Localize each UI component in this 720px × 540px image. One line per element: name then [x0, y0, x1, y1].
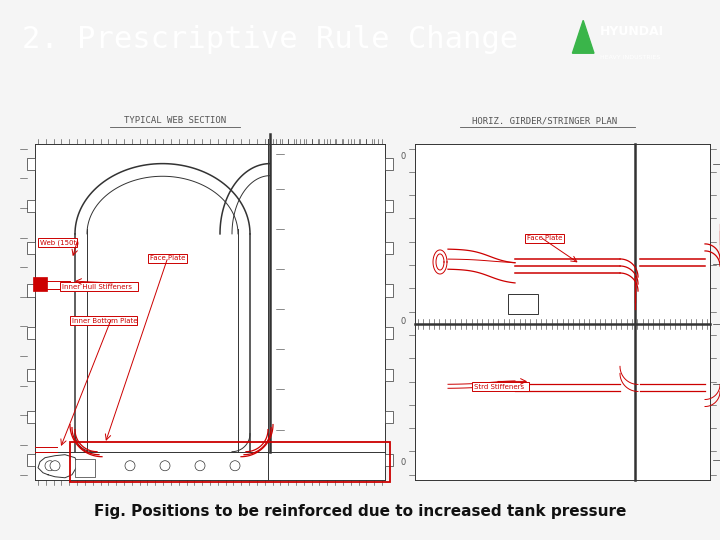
Circle shape	[160, 461, 170, 471]
Bar	[385, 242, 393, 254]
Text: Strd Stiffeners: Strd Stiffeners	[474, 384, 524, 390]
Bar	[508, 294, 538, 314]
Bar	[27, 285, 35, 296]
Bar	[27, 160, 35, 167]
Bar	[70, 442, 390, 482]
Text: TYPICAL WEB SECTION: TYPICAL WEB SECTION	[124, 117, 226, 125]
Polygon shape	[572, 21, 594, 53]
Bar	[27, 411, 35, 423]
Bar	[148, 254, 187, 263]
Bar	[385, 327, 393, 339]
Text: Face Plate: Face Plate	[150, 255, 185, 261]
Bar	[385, 454, 393, 465]
Circle shape	[195, 461, 205, 471]
Bar	[385, 369, 393, 381]
Bar	[27, 158, 35, 170]
Bar	[27, 242, 35, 254]
Text: 0: 0	[400, 317, 405, 326]
Bar	[38, 238, 77, 247]
Bar	[385, 158, 393, 170]
Bar	[70, 316, 137, 325]
Bar	[472, 382, 528, 392]
Bar	[27, 244, 35, 252]
Text: 2. Prescriptive Rule Change: 2. Prescriptive Rule Change	[22, 25, 518, 53]
Text: Inner Bottom Plate: Inner Bottom Plate	[72, 318, 138, 323]
Text: 0: 0	[400, 458, 405, 467]
Text: HEAVY INDUSTRIES: HEAVY INDUSTRIES	[600, 55, 660, 59]
Text: 0: 0	[400, 152, 405, 160]
Bar	[27, 369, 35, 381]
Bar	[27, 371, 35, 379]
Text: Inner Hull Stiffeners: Inner Hull Stiffeners	[62, 284, 132, 289]
Circle shape	[230, 461, 240, 471]
Bar	[33, 277, 47, 291]
Bar	[27, 456, 35, 464]
Bar	[75, 458, 95, 477]
Bar	[35, 144, 385, 480]
Bar	[60, 282, 138, 291]
Text: HORIZ. GIRDER/STRINGER PLAN: HORIZ. GIRDER/STRINGER PLAN	[472, 117, 618, 125]
Bar	[27, 327, 35, 339]
Bar	[27, 202, 35, 210]
Bar	[27, 329, 35, 337]
Bar	[385, 200, 393, 212]
Bar	[525, 234, 564, 243]
Circle shape	[45, 461, 55, 471]
Bar	[27, 454, 35, 465]
Circle shape	[50, 461, 60, 471]
Text: Fig. Positions to be reinforced due to increased tank pressure: Fig. Positions to be reinforced due to i…	[94, 504, 626, 519]
Circle shape	[125, 461, 135, 471]
Text: Face Plate: Face Plate	[527, 235, 562, 241]
Bar	[27, 414, 35, 421]
Bar	[415, 144, 710, 480]
Bar	[385, 285, 393, 296]
Text: HYUNDAI: HYUNDAI	[600, 25, 664, 38]
Bar	[27, 287, 35, 294]
Bar	[385, 411, 393, 423]
Bar	[27, 200, 35, 212]
Text: Web (150t): Web (150t)	[40, 239, 79, 246]
